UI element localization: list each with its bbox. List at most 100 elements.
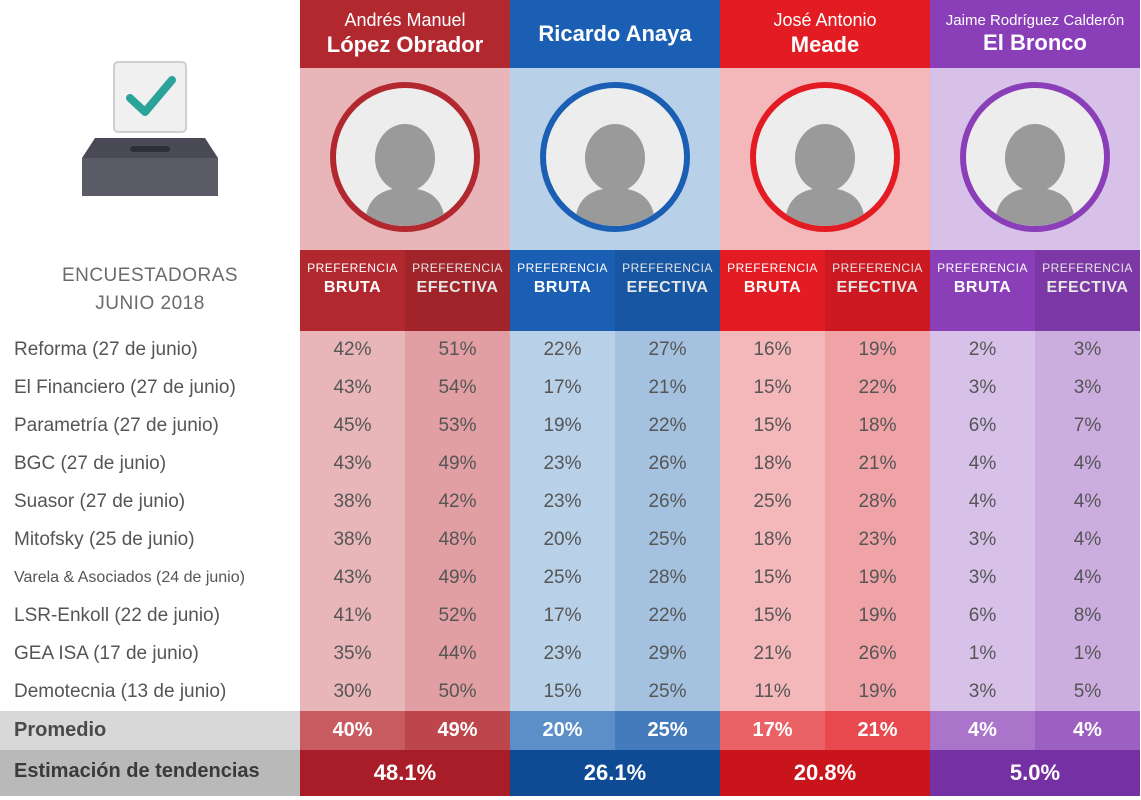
value-efectiva: 50% [405, 673, 510, 711]
value-efectiva: 19% [825, 673, 930, 711]
value-pair: 4%4% [930, 445, 1140, 483]
value-bruta: 15% [720, 559, 825, 597]
value-efectiva: 19% [825, 597, 930, 635]
preference-header-pair: PREFERENCIABRUTAPREFERENCIAEFECTIVA [720, 250, 930, 331]
value-bruta: 30% [300, 673, 405, 711]
value-bruta: 4% [930, 445, 1035, 483]
value-efectiva: 26% [615, 445, 720, 483]
value-bruta: 23% [510, 483, 615, 521]
preference-bruta-header: PREFERENCIABRUTA [720, 250, 825, 331]
value-bruta: 45% [300, 407, 405, 445]
value-pair: 17%21% [510, 369, 720, 407]
value-pair: 43%54% [300, 369, 510, 407]
value-bruta: 25% [720, 483, 825, 521]
value-bruta: 25% [510, 559, 615, 597]
value-efectiva: 1% [1035, 635, 1140, 673]
value-pair: 3%3% [930, 369, 1140, 407]
value-pair: 23%26% [510, 445, 720, 483]
value-bruta: 41% [300, 597, 405, 635]
pollster-row-label: Suasor (27 de junio) [0, 483, 300, 521]
candidate-name: José AntonioMeade [720, 0, 930, 68]
pollster-row-label: LSR-Enkoll (22 de junio) [0, 597, 300, 635]
value-efectiva: 44% [405, 635, 510, 673]
value-bruta: 43% [300, 445, 405, 483]
pollsters-header-line2: JUNIO 2018 [8, 290, 292, 319]
pollster-row-label: GEA ISA (17 de junio) [0, 635, 300, 673]
value-pair: 3%5% [930, 673, 1140, 711]
preference-bruta-header: PREFERENCIABRUTA [300, 250, 405, 331]
value-pair: 22%27% [510, 331, 720, 369]
candidate-name-line2: Meade [791, 32, 859, 58]
portrait-cell [720, 68, 930, 250]
value-pair: 4%4% [930, 483, 1140, 521]
tendencias-value: 5.0% [930, 750, 1140, 796]
value-efectiva: 22% [825, 369, 930, 407]
value-pair: 2%3% [930, 331, 1140, 369]
value-pair: 3%4% [930, 521, 1140, 559]
value-efectiva: 22% [615, 407, 720, 445]
pollster-row-label: BGC (27 de junio) [0, 445, 300, 483]
preference-header-pair: PREFERENCIABRUTAPREFERENCIAEFECTIVA [930, 250, 1140, 331]
value-bruta: 20% [510, 521, 615, 559]
candidate-portrait [960, 82, 1110, 232]
value-bruta: 38% [300, 483, 405, 521]
tendencias-value: 48.1% [300, 750, 510, 796]
value-pair: 15%22% [720, 369, 930, 407]
value-bruta: 19% [510, 407, 615, 445]
portrait-cell [930, 68, 1140, 250]
portrait-cell [300, 68, 510, 250]
value-efectiva: 4% [1035, 521, 1140, 559]
value-efectiva: 51% [405, 331, 510, 369]
value-bruta: 43% [300, 559, 405, 597]
value-bruta: 15% [720, 597, 825, 635]
value-bruta: 23% [510, 445, 615, 483]
value-pair: 21%26% [720, 635, 930, 673]
preference-efectiva-header: PREFERENCIAEFECTIVA [405, 250, 510, 331]
value-efectiva: 27% [615, 331, 720, 369]
value-pair: 38%48% [300, 521, 510, 559]
value-bruta: 6% [930, 597, 1035, 635]
tendencias-value: 26.1% [510, 750, 720, 796]
candidate-name-line2: López Obrador [327, 32, 483, 58]
value-bruta: 35% [300, 635, 405, 673]
value-bruta: 11% [720, 673, 825, 711]
pollster-row-label: Varela & Asociados (24 de junio) [0, 559, 300, 597]
value-efectiva: 21% [825, 445, 930, 483]
value-pair: 19%22% [510, 407, 720, 445]
preference-bruta-header: PREFERENCIABRUTA [930, 250, 1035, 331]
value-efectiva: 19% [825, 559, 930, 597]
value-efectiva: 28% [825, 483, 930, 521]
candidate-portrait [330, 82, 480, 232]
value-pair: 20%25% [510, 521, 720, 559]
promedio-bruta: 40% [300, 711, 405, 750]
value-bruta: 1% [930, 635, 1035, 673]
value-bruta: 18% [720, 445, 825, 483]
candidate-name-line1: José Antonio [773, 10, 876, 32]
preference-efectiva-header: PREFERENCIAEFECTIVA [615, 250, 720, 331]
value-pair: 6%7% [930, 407, 1140, 445]
value-efectiva: 49% [405, 559, 510, 597]
value-pair: 43%49% [300, 445, 510, 483]
value-bruta: 15% [510, 673, 615, 711]
value-efectiva: 21% [615, 369, 720, 407]
value-bruta: 21% [720, 635, 825, 673]
value-efectiva: 42% [405, 483, 510, 521]
value-pair: 23%26% [510, 483, 720, 521]
value-efectiva: 4% [1035, 559, 1140, 597]
candidate-name-line1: Jaime Rodríguez Calderón [946, 12, 1124, 30]
value-efectiva: 25% [615, 521, 720, 559]
value-bruta: 17% [510, 597, 615, 635]
portrait-cell [510, 68, 720, 250]
value-efectiva: 4% [1035, 483, 1140, 521]
value-pair: 11%19% [720, 673, 930, 711]
value-efectiva: 54% [405, 369, 510, 407]
value-bruta: 3% [930, 673, 1035, 711]
pollsters-header-line1: ENCUESTADORAS [8, 262, 292, 291]
value-efectiva: 8% [1035, 597, 1140, 635]
promedio-pair: 20%25% [510, 711, 720, 750]
candidate-portrait [750, 82, 900, 232]
value-efectiva: 4% [1035, 445, 1140, 483]
value-bruta: 3% [930, 559, 1035, 597]
value-efectiva: 25% [615, 673, 720, 711]
value-efectiva: 29% [615, 635, 720, 673]
